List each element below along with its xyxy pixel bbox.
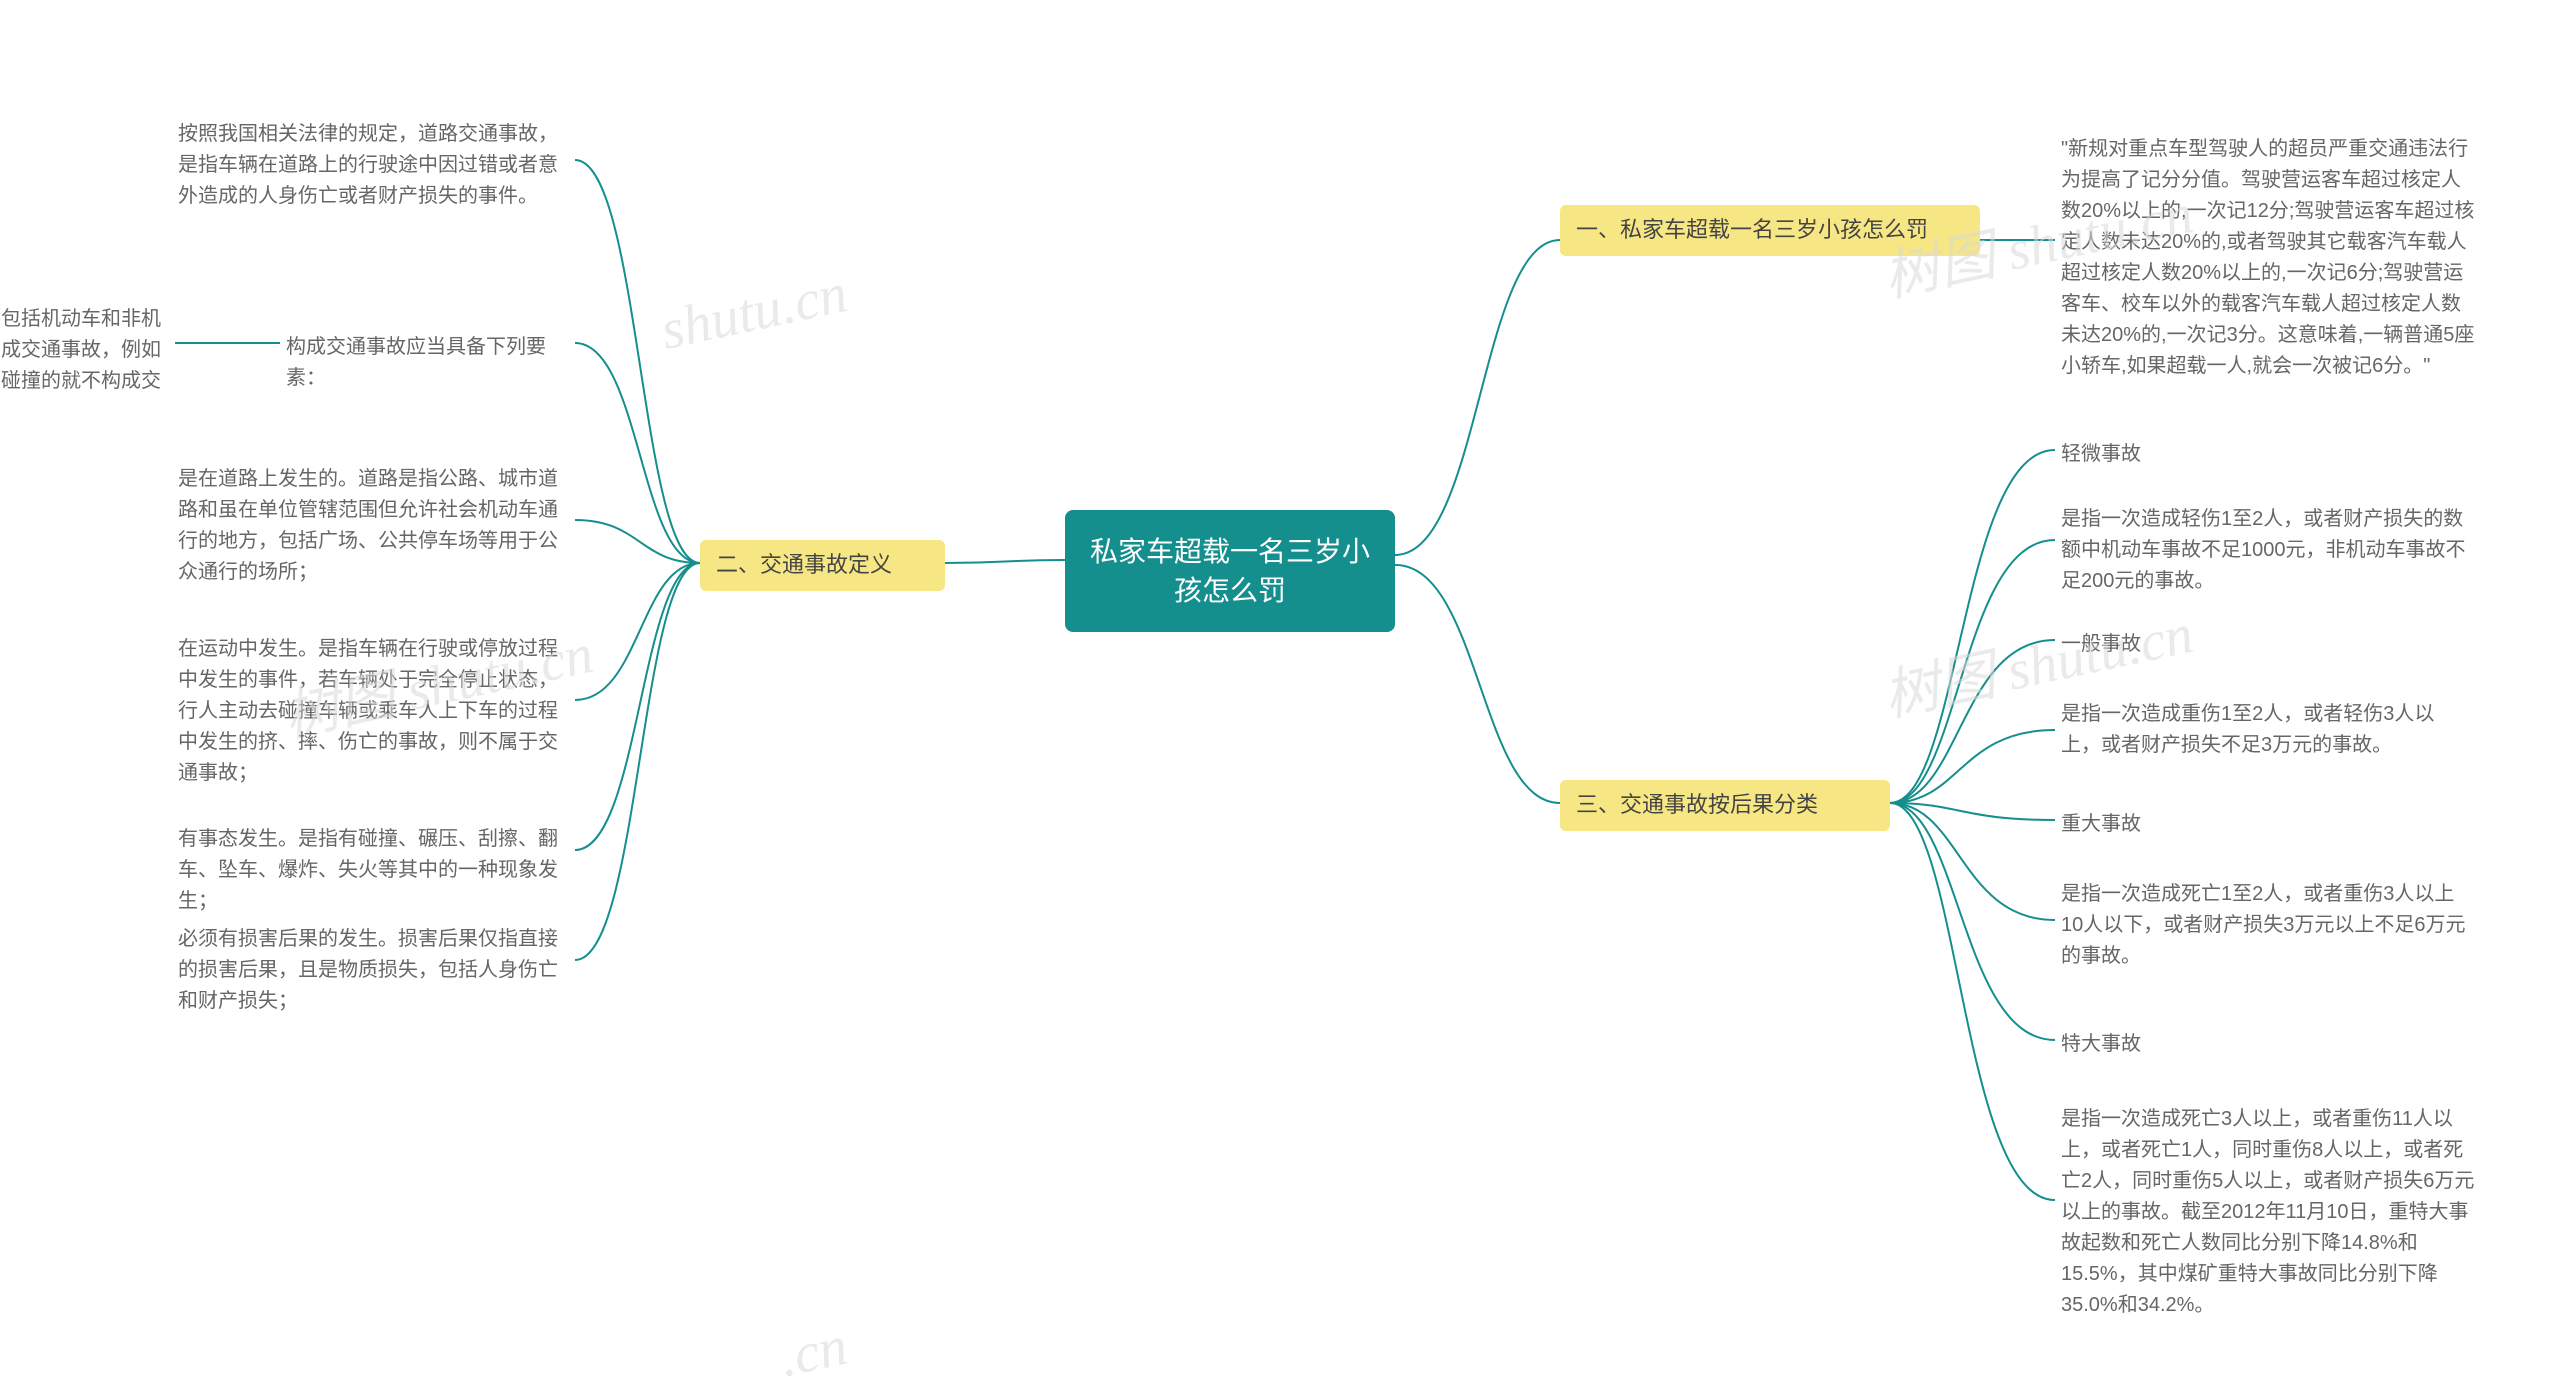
branch-1-label: 一、私家车超载一名三岁小孩怎么罚 — [1576, 217, 1928, 242]
branch-2-leaf-0: 按照我国相关法律的规定，道路交通事故，是指车辆在道路上的行驶途中因过错或者意外造… — [172, 115, 577, 216]
branch-2-leaf-4: 有事态发生。是指有碰撞、碾压、刮擦、翻车、坠车、爆炸、失火等其中的一种现象发生； — [172, 820, 577, 921]
branch-3-leaf-3: 是指一次造成重伤1至2人，或者轻伤3人以上，或者财产损失不足3万元的事故。 — [2055, 695, 2475, 765]
branch-3-leaf-1: 是指一次造成轻伤1至2人，或者财产损失的数额中机动车事故不足1000元，非机动车… — [2055, 500, 2475, 601]
branch-2-leaf-2: 是在道路上发生的。道路是指公路、城市道路和虽在单位管辖范围但允许社会机动车通行的… — [172, 460, 577, 592]
branch-3-leaf-6: 特大事故 — [2055, 1025, 2475, 1064]
branch-3-leaf-0: 轻微事故 — [2055, 435, 2475, 474]
branch-3-leaf-2: 一般事故 — [2055, 625, 2475, 664]
root-title: 私家车超载一名三岁小孩怎么罚 — [1090, 536, 1370, 606]
root-node[interactable]: 私家车超载一名三岁小孩怎么罚 — [1065, 510, 1395, 632]
branch-2-leaf-3: 在运动中发生。是指车辆在行驶或停放过程中发生的事件，若车辆处于完全停止状态，行人… — [172, 630, 577, 793]
branch-2-leaf-1-sub: 必须是车辆造成的。车辆包括机动车和非机动车，没有车辆就不能构成交通事故，例如行人… — [0, 300, 175, 432]
branch-2-leaf-5: 必须有损害后果的发生。损害后果仅指直接的损害后果，且是物质损失，包括人身伤亡和财… — [172, 920, 577, 1021]
branch-1-leaf: "新规对重点车型驾驶人的超员严重交通违法行为提高了记分分值。驾驶营运客车超过核定… — [2055, 130, 2485, 386]
branch-2-leaf-1: 构成交通事故应当具备下列要素： — [280, 328, 580, 398]
watermark: .cn — [774, 1314, 853, 1391]
branch-3-leaf-4: 重大事故 — [2055, 805, 2475, 844]
branch-3-leaf-7: 是指一次造成死亡3人以上，或者重伤11人以上，或者死亡1人，同时重伤8人以上，或… — [2055, 1100, 2485, 1325]
mindmap-canvas: 私家车超载一名三岁小孩怎么罚 一、私家车超载一名三岁小孩怎么罚 "新规对重点车型… — [0, 0, 2560, 1393]
branch-1[interactable]: 一、私家车超载一名三岁小孩怎么罚 — [1560, 205, 1980, 256]
branch-3[interactable]: 三、交通事故按后果分类 — [1560, 780, 1890, 831]
branch-3-label: 三、交通事故按后果分类 — [1576, 792, 1818, 817]
branch-2-label: 二、交通事故定义 — [716, 552, 892, 577]
branch-2[interactable]: 二、交通事故定义 — [700, 540, 945, 591]
watermark: shutu.cn — [655, 261, 852, 363]
branch-3-leaf-5: 是指一次造成死亡1至2人，或者重伤3人以上10人以下，或者财产损失3万元以上不足… — [2055, 875, 2475, 976]
